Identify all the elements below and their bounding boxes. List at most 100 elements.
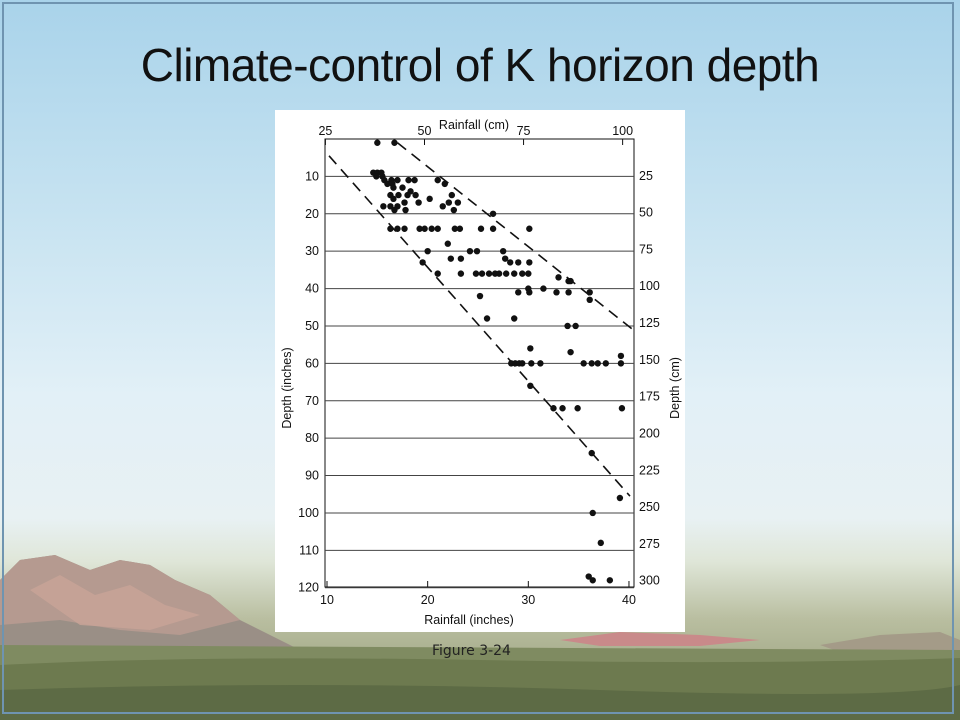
right-tick-label: 125 [639, 316, 660, 330]
data-point [515, 259, 522, 266]
data-point [428, 225, 435, 232]
data-point [580, 360, 587, 367]
data-point [616, 494, 624, 502]
data-point [434, 176, 441, 184]
data-point [550, 405, 557, 412]
bottom-tick-label: 30 [521, 593, 535, 607]
data-point [472, 270, 480, 277]
data-point [457, 255, 465, 262]
data-point [441, 180, 448, 188]
data-point [527, 345, 534, 352]
data-point [489, 225, 497, 232]
data-point [489, 210, 497, 217]
right-tick-label: 150 [639, 353, 660, 367]
data-point [457, 270, 465, 277]
data-point [454, 199, 462, 206]
data-point [586, 296, 593, 304]
right-tick-label: 250 [639, 500, 660, 514]
upper-bound-line [396, 142, 634, 331]
data-point [618, 405, 626, 412]
data-point [564, 322, 571, 330]
data-point [589, 577, 596, 584]
left-tick-label: 100 [298, 506, 319, 520]
bottom-axis-label: Rainfall (inches) [424, 613, 514, 627]
data-point [391, 206, 398, 214]
data-point [412, 191, 419, 199]
depth-vs-rainfall-chart: 10 20 30 40 50 60 70 80 90 100 110 120 25 50 75 100 125 1… [280, 118, 682, 627]
top-tick-label: 25 [318, 124, 332, 138]
data-point [394, 225, 401, 232]
data-point [404, 191, 411, 199]
data-point [405, 176, 412, 184]
data-point [553, 289, 560, 296]
data-point [373, 173, 380, 180]
data-point [602, 360, 610, 367]
left-tick-label: 110 [299, 543, 319, 557]
data-point [526, 259, 533, 266]
data-point [567, 277, 574, 285]
desert-landscape-image [0, 555, 960, 720]
data-point [384, 180, 391, 188]
data-point [401, 225, 408, 232]
data-point [511, 315, 518, 322]
data-point [419, 259, 426, 266]
data-point [574, 405, 581, 412]
data-point [401, 199, 408, 206]
data-point [525, 270, 532, 277]
right-tick-label: 225 [639, 463, 660, 477]
data-point [439, 203, 446, 210]
data-point [588, 360, 595, 367]
right-tick-label: 200 [639, 426, 660, 440]
slide-title: Climate-control of K horizon depth [140, 39, 820, 91]
top-tick-label: 100 [612, 124, 633, 138]
lower-bound-line [328, 155, 631, 497]
data-point [394, 176, 401, 184]
top-axis-label: Rainfall (cm) [439, 118, 509, 132]
data-point [515, 289, 522, 296]
figure-caption: Figure 3-24 [432, 643, 511, 659]
left-tick-label: 30 [305, 244, 319, 258]
right-tick-label: 275 [639, 537, 660, 551]
data-point [502, 270, 510, 277]
data-point [424, 247, 431, 255]
data-point [537, 360, 544, 367]
right-tick-label: 175 [639, 390, 660, 404]
data-point [415, 199, 422, 206]
right-tick-label: 50 [639, 206, 653, 220]
data-point [589, 509, 596, 517]
data-point [565, 289, 572, 296]
data-point [447, 255, 455, 262]
data-point [540, 285, 547, 292]
data-point [526, 289, 533, 296]
data-point [526, 225, 533, 232]
left-tick-label: 50 [305, 319, 319, 333]
data-point [586, 289, 593, 296]
right-tick-label: 100 [639, 279, 660, 293]
data-point [499, 247, 507, 255]
data-point [466, 247, 474, 255]
left-tick-label: 120 [298, 581, 319, 595]
data-point [519, 360, 526, 367]
data-point [387, 225, 394, 232]
left-axis-label: Depth (inches) [280, 347, 294, 428]
top-tick-label: 75 [517, 124, 531, 138]
right-tick-label: 25 [639, 169, 653, 183]
data-point [597, 539, 604, 547]
data-point [399, 184, 406, 191]
data-point [617, 360, 625, 367]
data-point [473, 247, 481, 255]
data-point [606, 577, 614, 584]
bottom-tick-label: 40 [622, 593, 636, 607]
data-point [434, 225, 441, 232]
left-tick-label: 10 [305, 169, 319, 183]
data-point [506, 259, 514, 266]
data-point [390, 184, 397, 191]
data-point [445, 199, 453, 206]
bottom-tick-label: 10 [320, 593, 334, 607]
left-tick-label: 80 [305, 431, 319, 445]
data-point [450, 206, 458, 214]
left-tick-label: 70 [305, 394, 319, 408]
data-point [519, 270, 526, 277]
data-point [617, 352, 625, 360]
data-point [411, 176, 418, 184]
